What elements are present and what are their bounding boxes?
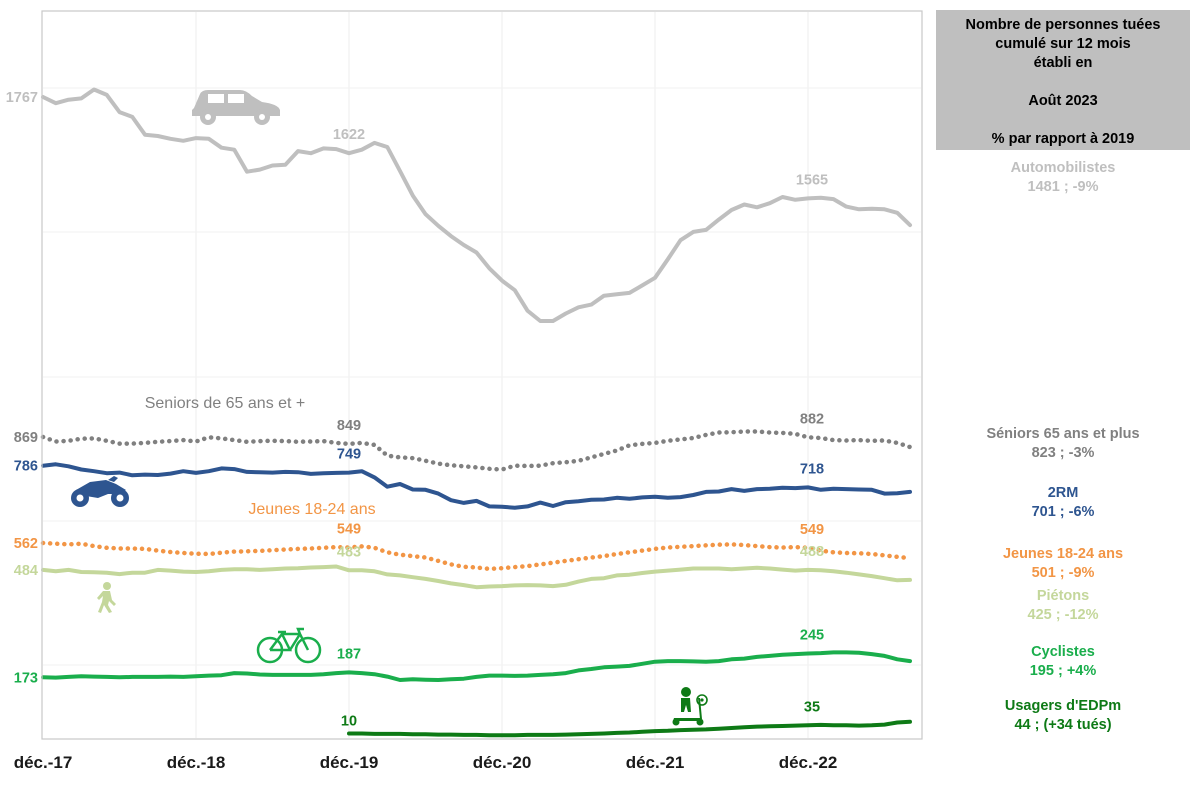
start-value-seniors: 869 [14,430,38,446]
header-line-7: % par rapport à 2019 [991,131,1135,147]
legend-value-seniors: 823 ; -3% [1031,445,1095,461]
header-line-5: Août 2023 [1028,93,1098,109]
x-tick-label: déc.-18 [167,753,226,772]
x-tick-label: déc.-17 [14,753,73,772]
mid-value-jeunes: 549 [337,521,361,537]
start-value-cyclistes: 173 [14,670,38,686]
mid-value-auto: 1622 [333,127,365,143]
x-tick-label: déc.-21 [626,753,685,772]
legend-entry-edpm: Usagers d'EDPm 44 ; (+34 tués) [936,697,1190,735]
legend-name-edpm: Usagers d'EDPm [1004,698,1122,714]
car-icon [192,90,280,125]
start-value-jeunes: 562 [14,536,38,552]
series-line-cyclistes [41,650,912,682]
dec22-value-cyclistes: 245 [800,627,824,643]
header-line-1: Nombre de personnes tuées [965,17,1161,33]
dec22-value-auto: 1565 [796,172,828,188]
header-line-4 [936,73,1190,92]
plot-frame [41,10,923,740]
x-tick-label: déc.-22 [779,753,838,772]
pedestrian-icon [97,582,116,613]
legend-name-cyclistes: Cyclistes [1031,644,1095,660]
legend-header: Nombre de personnes tuées cumulé sur 12 … [936,10,1190,150]
legend-entry-auto: Automobilistes 1481 ; -9% [936,159,1190,197]
legend-name-pietons: Piétons [1036,588,1090,604]
dec22-value-jeunes: 549 [800,522,824,538]
series-line-edpm [347,719,912,738]
legend-name-seniors: Séniors 65 ans et plus [986,426,1140,442]
series-line-rm2 [41,462,912,510]
value-labels: 1767 1622 1565 869 849 882 786 749 718 562 549 549 4… [6,90,828,730]
x-axis-ticks: déc.-17 déc.-18 déc.-19 déc.-20 déc.-21 déc.-… [14,753,838,772]
x-tick-label: déc.-20 [473,753,532,772]
bicycle-icon [256,627,322,664]
legend-name-2rm: 2RM [1047,485,1079,501]
start-value-auto: 1767 [6,90,38,106]
legend-value-2rm: 701 ; -6% [1031,504,1095,520]
legend-entry-2rm: 2RM 701 ; -6% [936,484,1190,522]
series-line-pietons [41,564,912,590]
series-line-seniors [40,429,913,472]
mid-value-pietons: 483 [337,544,361,560]
legend-name-jeunes: Jeunes 18-24 ans [1002,546,1124,562]
series-lines [40,87,913,738]
mid-value-rm2: 749 [337,447,361,463]
series-label-seniors: Seniors de 65 ans et + [145,395,306,412]
legend-value-jeunes: 501 ; -9% [1031,565,1095,581]
mid-value-cyclistes: 187 [337,646,361,662]
legend-entry-jeunes: Jeunes 18-24 ans 501 ; -9% [936,545,1190,583]
start-value-rm2: 786 [14,459,38,475]
grid [43,12,921,738]
x-tick-label: déc.-19 [320,753,379,772]
series-line-auto [41,87,912,323]
legend-value-edpm: 44 ; (+34 tués) [1014,717,1112,733]
dec22-value-rm2: 718 [800,461,824,477]
legend-value-pietons: 425 ; -12% [1027,607,1099,623]
dec22-value-seniors: 882 [800,411,824,427]
legend-value-cyclistes: 195 ; +4% [1029,663,1097,679]
series-label-jeunes: Jeunes 18-24 ans [248,501,375,518]
header-line-2: cumulé sur 12 mois [995,36,1131,52]
legend-value-auto: 1481 ; -9% [1027,179,1099,195]
legend-entry-seniors: Séniors 65 ans et plus 823 ; -3% [936,425,1190,463]
dec22-value-edpm: 35 [804,699,820,715]
series-line-jeunes [40,540,913,572]
header-line-3: établi en [1033,55,1093,71]
motorbike-icon [71,476,129,507]
scooter-icon [672,687,708,726]
legend-entry-cyclistes: Cyclistes 195 ; +4% [936,643,1190,681]
header-line-6 [936,111,1190,130]
mid-value-seniors: 849 [337,418,361,434]
legend-name-auto: Automobilistes [1010,160,1116,176]
start-value-pietons: 484 [14,563,38,579]
start-value-edpm: 10 [341,714,357,730]
dec22-value-pietons: 488 [800,544,824,560]
legend-entry-pietons: Piétons 425 ; -12% [936,587,1190,625]
